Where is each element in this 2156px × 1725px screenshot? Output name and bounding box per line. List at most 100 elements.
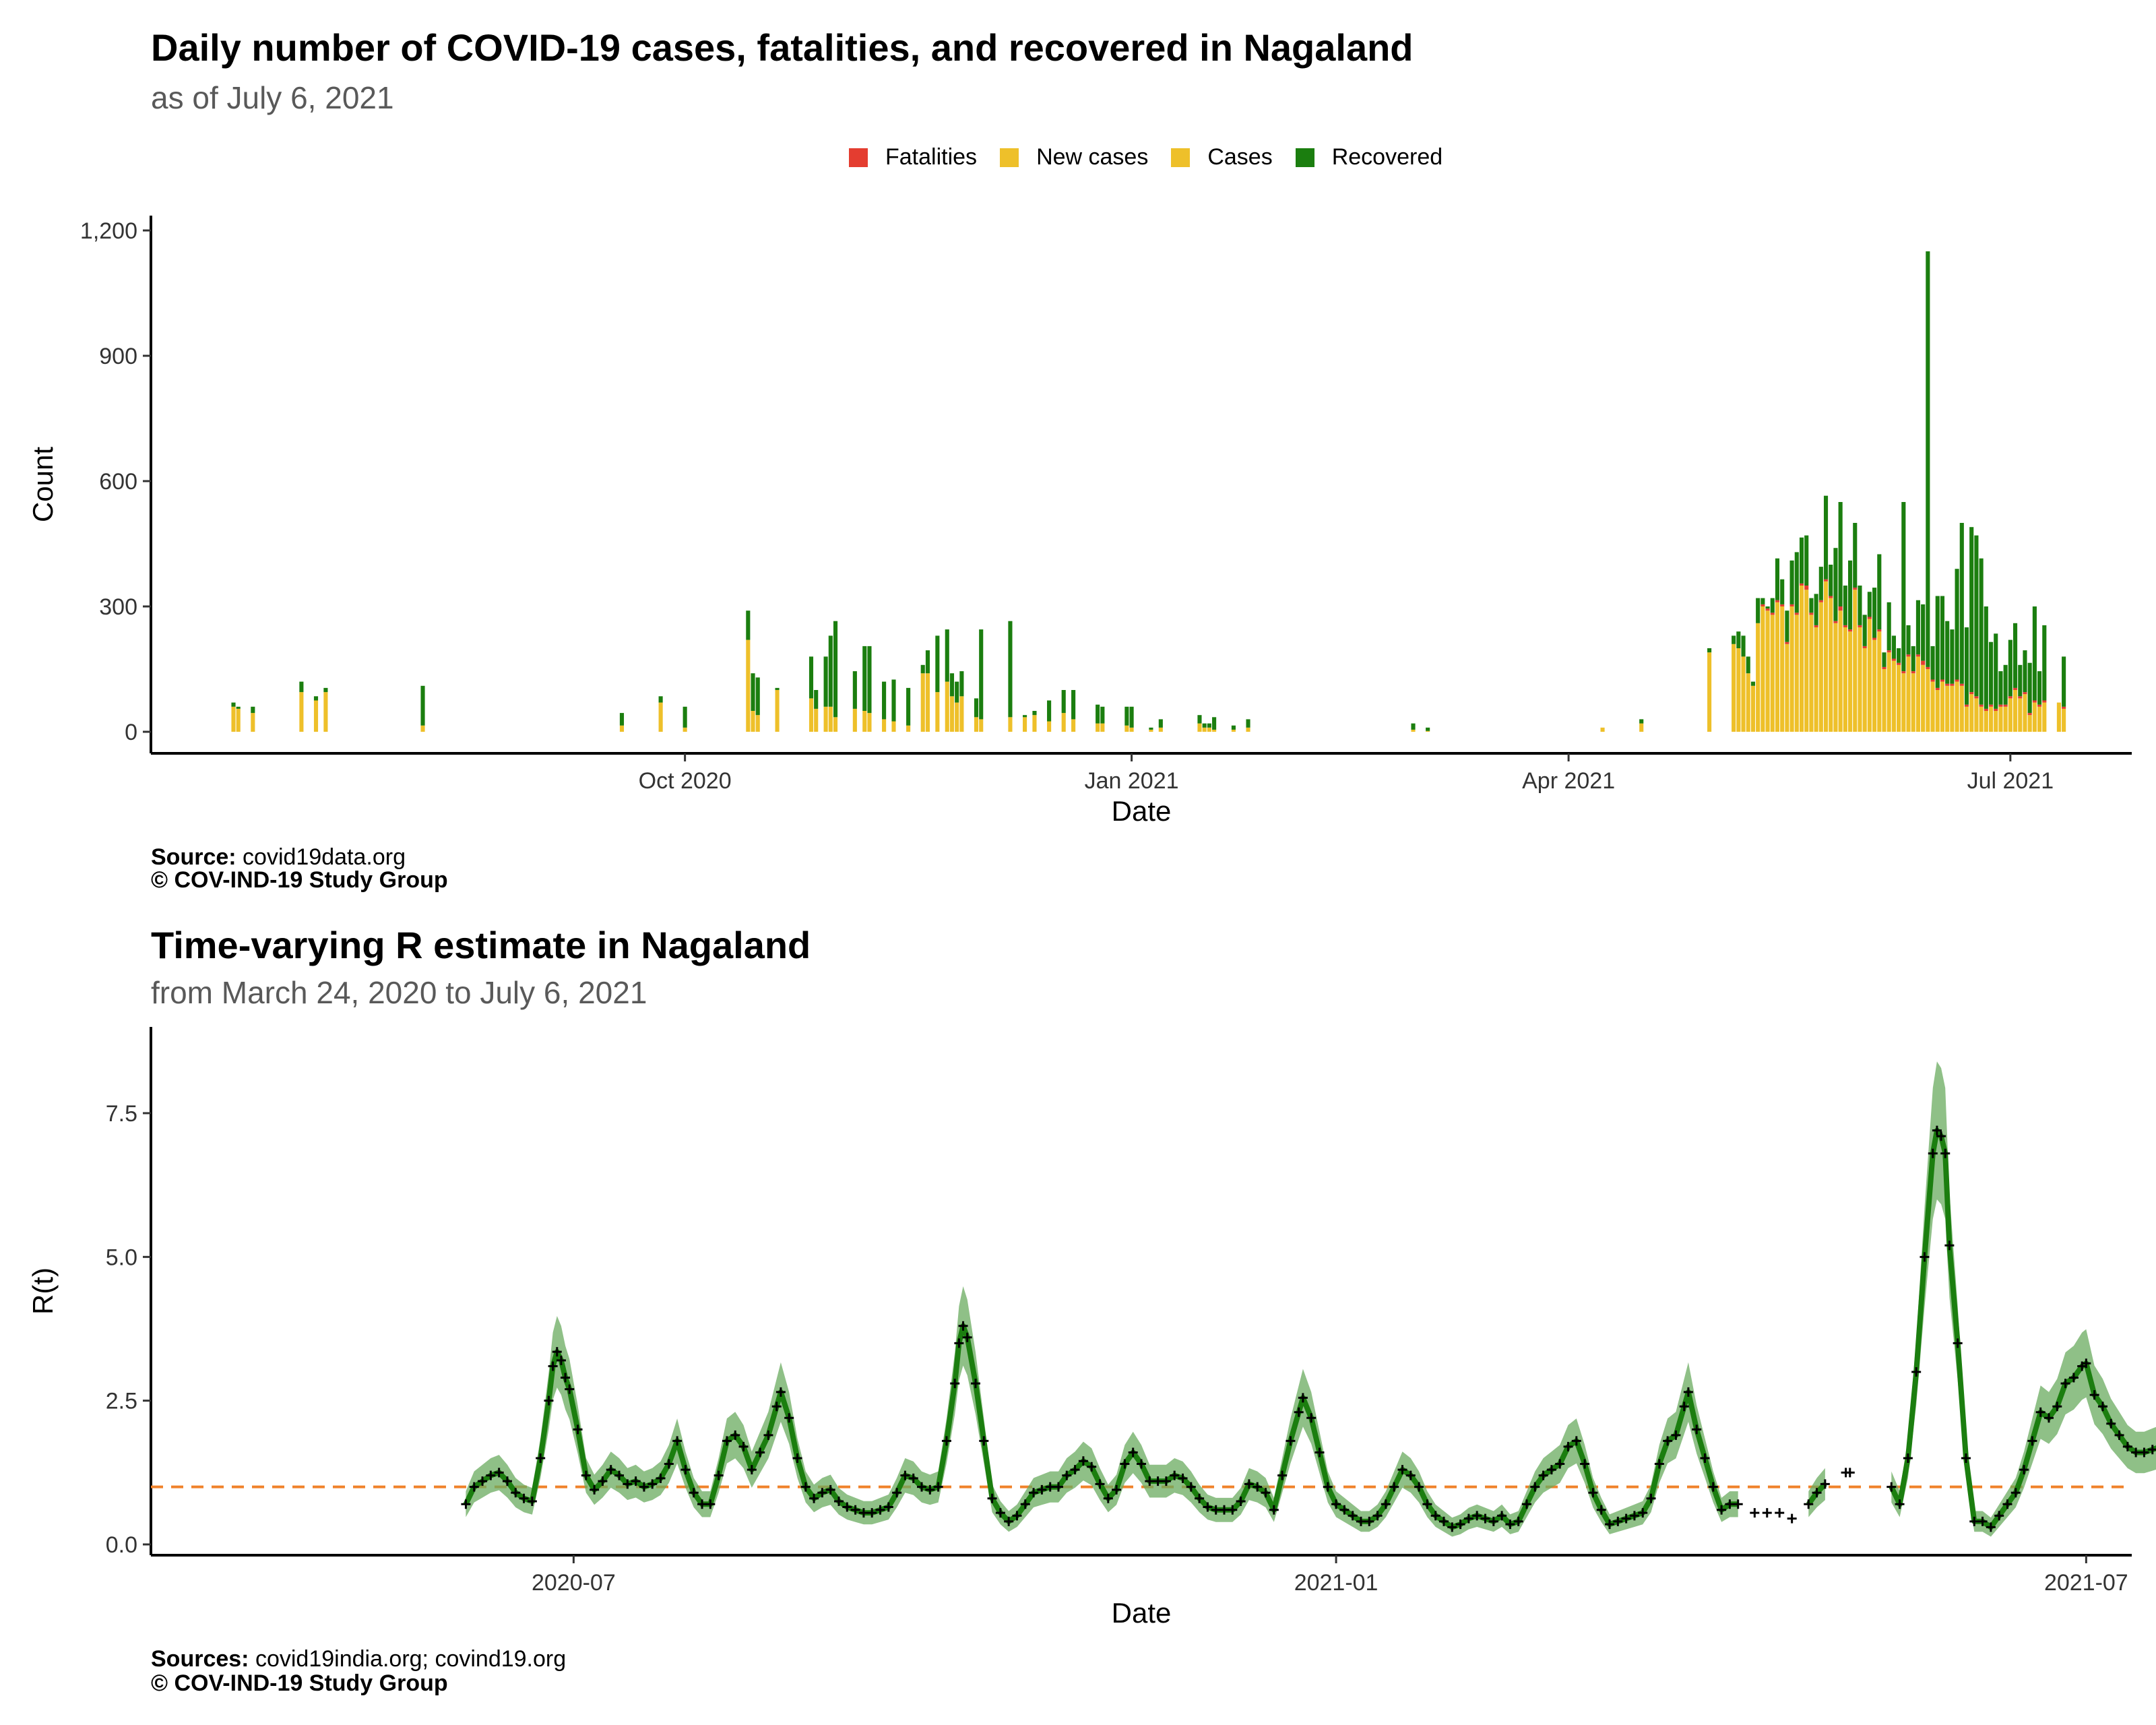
- bar-recovered: [1047, 700, 1052, 722]
- bar-recovered: [1202, 723, 1207, 728]
- bar-fatalities: [1998, 704, 2003, 707]
- r-point-marker: [2068, 1373, 2079, 1383]
- r-point-marker: [614, 1470, 625, 1480]
- bar-fatalities: [1955, 679, 1959, 682]
- bar-recovered: [974, 698, 979, 718]
- r-point-marker: [1364, 1516, 1374, 1526]
- r-point-marker: [548, 1361, 558, 1371]
- r-point-marker: [970, 1379, 980, 1389]
- bar-fatalities: [1945, 683, 1950, 686]
- bar-cases: [1926, 669, 1930, 732]
- r-point-marker: [1692, 1424, 1702, 1435]
- r-point-marker: [1944, 1241, 1955, 1251]
- bar-recovered: [323, 687, 328, 693]
- r-point-marker: [2081, 1358, 2091, 1369]
- chart2-subtitle: from March 24, 2020 to July 6, 2021: [151, 975, 647, 1010]
- r-point-marker: [1932, 1125, 1942, 1135]
- bar-cases: [2037, 706, 2042, 732]
- r-point-marker: [705, 1499, 716, 1509]
- r-point-marker: [1538, 1470, 1548, 1480]
- r-point-marker: [817, 1488, 827, 1498]
- r-point-marker: [771, 1402, 782, 1412]
- bar-cases: [1843, 627, 1847, 732]
- r-point-marker: [2043, 1413, 2054, 1423]
- bar-fatalities: [1814, 625, 1818, 627]
- r-point-marker: [1004, 1516, 1014, 1526]
- r-point-marker: [1762, 1508, 1772, 1518]
- bar-recovered: [1906, 625, 1911, 655]
- r-point-marker: [1621, 1513, 1631, 1524]
- r-point-marker: [1977, 1516, 1988, 1526]
- bar-recovered: [1231, 725, 1236, 730]
- r-point-marker: [1903, 1453, 1913, 1463]
- bar-cases: [1862, 648, 1867, 732]
- r-point-marker: [2089, 1390, 2099, 1400]
- bar-recovered: [1746, 656, 1750, 674]
- r-point-marker: [1928, 1148, 1938, 1158]
- r-point-marker: [1128, 1447, 1138, 1457]
- r-point-marker: [1414, 1482, 1424, 1492]
- bar-recovered: [935, 635, 940, 693]
- r-point-marker: [1298, 1393, 1308, 1403]
- bar-recovered: [823, 656, 828, 707]
- bar-cases: [823, 706, 828, 732]
- bar-fatalities: [2012, 687, 2018, 690]
- bar-cases: [1804, 590, 1809, 732]
- r-point-marker: [858, 1508, 868, 1518]
- r-point-marker: [1356, 1516, 1366, 1526]
- bar-recovered: [1926, 251, 1930, 667]
- bar-recovered: [1022, 715, 1027, 718]
- bar-cases: [891, 721, 896, 732]
- r-point-marker: [1596, 1505, 1606, 1515]
- r-point-marker: [1228, 1505, 1238, 1515]
- bar-fatalities: [1789, 604, 1794, 606]
- bar-cases: [1998, 706, 2003, 732]
- r-point-marker: [1505, 1519, 1515, 1530]
- bar-recovered: [945, 629, 949, 682]
- bar-cases: [935, 692, 940, 732]
- bar-cases: [1838, 610, 1843, 732]
- y-tick-label: 7.5: [106, 1101, 137, 1127]
- r-point-marker: [1953, 1338, 1963, 1348]
- r-point-marker: [933, 1482, 943, 1492]
- r-point-marker: [954, 1338, 964, 1348]
- r-point-marker: [1613, 1516, 1623, 1526]
- bar-recovered: [1008, 621, 1013, 718]
- r-point-marker: [850, 1505, 860, 1515]
- bar-recovered: [1100, 706, 1105, 724]
- r-point-marker: [1455, 1519, 1465, 1530]
- bar-cases: [1202, 727, 1207, 732]
- chart2-caption-source-text: covid19india.org; covind19.org: [249, 1646, 567, 1672]
- r-point-marker: [730, 1430, 740, 1440]
- r-point-marker: [536, 1453, 546, 1463]
- bar-fatalities: [1979, 704, 1984, 707]
- r-point-marker: [842, 1502, 852, 1512]
- bar-cases: [1780, 606, 1785, 732]
- r-point-marker: [1236, 1497, 1246, 1506]
- r-point-marker: [941, 1436, 951, 1446]
- r-point-marker: [1261, 1488, 1271, 1498]
- r-point-marker: [1439, 1516, 1449, 1526]
- bar-cases: [1197, 723, 1202, 732]
- r-point-marker: [1339, 1505, 1350, 1515]
- bar-cases: [2042, 702, 2047, 732]
- bar-cases: [1974, 698, 1979, 732]
- r-point-marker: [1605, 1519, 1615, 1530]
- r-point-marker: [1153, 1476, 1163, 1486]
- r-point-marker: [1277, 1470, 1288, 1480]
- bar-cases: [1994, 711, 1998, 732]
- r-point-marker: [631, 1476, 641, 1486]
- bar-recovered: [1775, 558, 1780, 600]
- bar-cases: [949, 696, 955, 732]
- bar-cases: [1940, 681, 1945, 732]
- x-tick-label: Oct 2020: [639, 768, 732, 794]
- chart2-caption-copyright: © COV-IND-19 Study Group: [151, 1670, 448, 1696]
- bar-fatalities: [1911, 671, 1915, 674]
- bar-cases: [1246, 727, 1250, 732]
- bar-cases: [1906, 656, 1911, 732]
- bar-cases: [751, 711, 755, 732]
- r-point-marker: [1070, 1465, 1080, 1475]
- r-point-marker: [995, 1508, 1005, 1518]
- bar-cases: [1950, 685, 1955, 732]
- bar-recovered: [2018, 664, 2023, 697]
